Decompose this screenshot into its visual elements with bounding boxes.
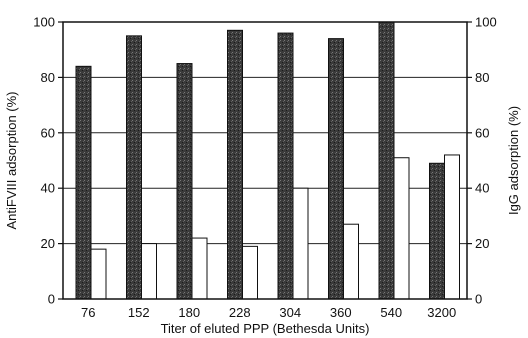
y-left-tick-label: 60 [41,125,55,140]
y-left-tick-label: 40 [41,181,55,196]
bar-igg-540 [393,157,410,300]
x-tick-label: 540 [380,305,402,320]
bar-antifviii-3200 [429,162,445,300]
x-tick-label: 152 [128,305,150,320]
y-right-tick-label: 100 [475,15,497,30]
bar-igg-180 [191,237,208,300]
x-tick-label: 76 [81,305,95,320]
plot-frame [62,21,468,300]
bar-igg-304 [292,187,309,300]
x-tick-label: 3200 [427,305,456,320]
x-tick-label: 228 [229,305,251,320]
bar-antifviii-540 [378,21,395,300]
y-right-tick-label: 60 [475,125,489,140]
y-left-tick-label: 0 [48,292,55,307]
x-tick-label: 180 [178,305,200,320]
bar-antifviii-76 [75,65,92,300]
x-tick-label: 360 [330,305,352,320]
bar-antifviii-360 [328,38,344,300]
bar-antifviii-228 [227,29,243,300]
bar-igg-76 [90,248,107,300]
bar-igg-228 [242,245,258,300]
y-right-tick-label: 0 [475,292,482,307]
y-left-tick-label: 20 [41,236,55,251]
tick-marks [58,21,472,300]
bar-igg-3200 [444,154,460,300]
y-right-tick-label: 80 [475,70,489,85]
bar-antifviii-152 [126,35,142,300]
y-axis-left-title: AntiFVIII adsorption (%) [4,92,19,230]
bar-antifviii-304 [277,32,294,300]
y-left-tick-label: 80 [41,70,55,85]
bar-igg-152 [141,243,157,300]
bar-antifviii-180 [176,63,193,300]
y-axis-right-title: IgG adsorption (%) [506,106,521,215]
bars [75,21,460,300]
y-left-tick-label: 100 [33,15,55,30]
x-axis-title: Titer of eluted PPP (Bethesda Units) [161,321,370,336]
x-tick-label: 304 [279,305,301,320]
y-right-tick-label: 20 [475,236,489,251]
y-right-tick-label: 40 [475,181,489,196]
bar-igg-360 [343,223,359,300]
tick-labels: 0 20 40 60 80 100 0 20 40 60 80 100 76 152 180 228 304 36… [33,15,496,321]
